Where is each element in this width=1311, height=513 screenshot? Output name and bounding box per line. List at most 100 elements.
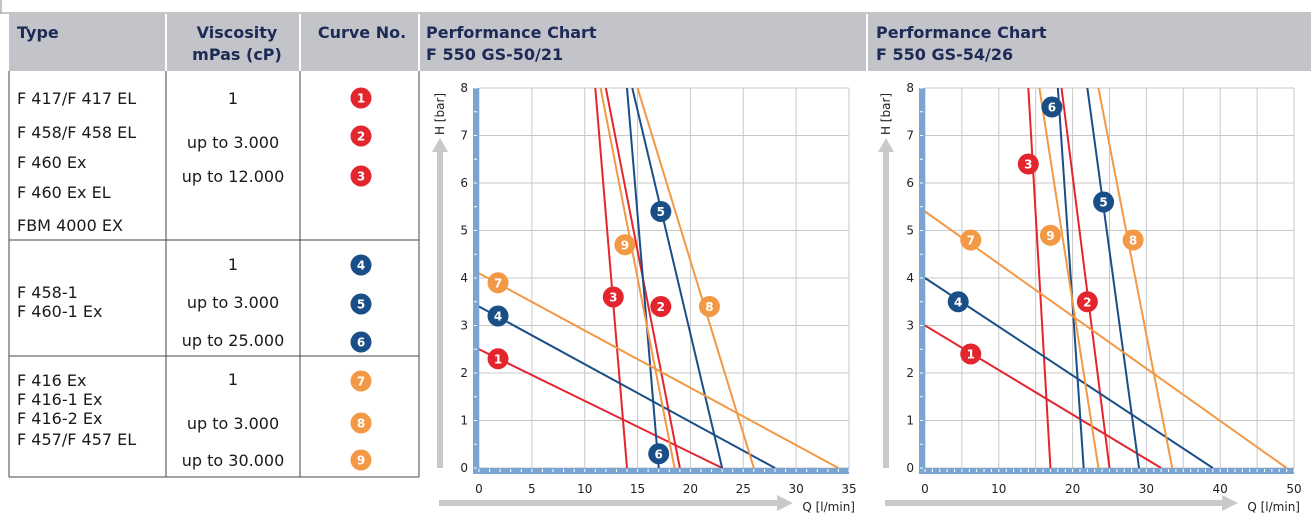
x-axis-label: Q [l/min] xyxy=(1247,500,1300,513)
x-tick-label: 0 xyxy=(475,482,483,496)
y-tick-label: 8 xyxy=(460,81,468,95)
curve-label-6-circle xyxy=(1041,96,1063,118)
curve-label-8-number: 8 xyxy=(1129,234,1137,248)
x-tick-label: 35 xyxy=(841,482,856,496)
curve-label-1-circle xyxy=(487,348,509,370)
y-tick-label: 6 xyxy=(460,176,468,190)
x-direction-arrow-shaft xyxy=(439,500,779,506)
curve-label-1-number: 1 xyxy=(494,352,502,366)
curve-label-9-circle xyxy=(614,234,636,256)
curve-label-4: 4 xyxy=(947,291,969,313)
curve-badge-4-number: 4 xyxy=(357,259,365,273)
curve-label-6-number: 6 xyxy=(1048,101,1056,115)
viscosity-cell: 1 xyxy=(228,255,238,274)
curve-badge-2-number: 2 xyxy=(357,130,365,144)
curve-label-2-circle xyxy=(1076,291,1098,313)
curve-badge-9-number: 9 xyxy=(357,454,365,468)
curve-label-5-number: 5 xyxy=(657,205,665,219)
curve-label-4-number: 4 xyxy=(494,310,502,324)
curve-badge-1-number: 1 xyxy=(357,92,365,106)
curve-badge-9-circle xyxy=(350,449,372,471)
curve-label-6: 6 xyxy=(648,443,670,465)
y-axis-label: H [bar] xyxy=(433,93,447,135)
x-tick-label: 30 xyxy=(789,482,804,496)
viscosity-cell: up to 25.000 xyxy=(182,331,285,350)
y-tick-label: 3 xyxy=(906,319,914,333)
curve-badge-8-number: 8 xyxy=(357,417,365,431)
y-axis-label: H [bar] xyxy=(879,93,893,135)
curve-label-5-number: 5 xyxy=(1099,196,1107,210)
spec-table: F 417/F 417 EL F 458/F 458 EL F 460 Ex F 46… xyxy=(8,71,420,478)
x-tick-label: 0 xyxy=(921,482,929,496)
curve-label-3-number: 3 xyxy=(1024,158,1032,172)
curve-badge-8: 8 xyxy=(350,412,372,434)
curve-line-6 xyxy=(1056,88,1085,468)
viscosity-cell: up to 3.000 xyxy=(187,133,279,152)
x-tick-label: 50 xyxy=(1286,482,1301,496)
type-cell: F 460 Ex xyxy=(17,153,87,172)
y-axis-bar xyxy=(473,88,479,474)
x-direction-arrow-shaft xyxy=(885,500,1224,506)
curve-badge-3-circle xyxy=(350,165,372,187)
curve-label-5: 5 xyxy=(650,201,672,222)
x-tick-label: 5 xyxy=(528,482,536,496)
chart1-subtitle: F 550 GS-50/21 xyxy=(426,45,563,64)
curve-label-5-circle xyxy=(1093,191,1115,213)
viscosity-cell: up to 3.000 xyxy=(187,293,279,312)
curve-line-4 xyxy=(479,305,776,468)
curve-label-7-circle xyxy=(960,229,982,251)
curve-label-9-number: 9 xyxy=(621,238,629,252)
curve-label-4-circle xyxy=(947,291,969,313)
curve-line-2 xyxy=(1060,88,1111,468)
curve-badge-6: 6 xyxy=(350,331,372,353)
x-axis-bar xyxy=(919,468,1294,474)
curve-label-6: 6 xyxy=(1041,96,1063,118)
viscosity-cell: up to 3.000 xyxy=(187,414,279,433)
header-type: Type xyxy=(17,23,59,42)
curve-badge-5-number: 5 xyxy=(357,298,365,312)
curve-label-4-number: 4 xyxy=(954,295,962,309)
curve-badge-5: 5 xyxy=(350,293,372,315)
curve-line-3 xyxy=(1027,88,1052,468)
type-cell: F 416-2 Ex xyxy=(17,409,102,428)
y-tick-label: 1 xyxy=(460,414,468,428)
curve-label-4: 4 xyxy=(487,305,509,327)
x-tick-label: 40 xyxy=(1213,482,1228,496)
type-cell: F 458/F 458 EL xyxy=(17,123,136,142)
y-tick-label: 4 xyxy=(460,271,468,285)
curve-badge-9: 9 xyxy=(350,449,372,471)
type-cell: F 458-1 xyxy=(17,283,78,302)
y-tick-label: 2 xyxy=(460,366,468,380)
x-tick-label: 30 xyxy=(1139,482,1154,496)
chart2-subtitle: F 550 GS-54/26 xyxy=(876,45,1013,64)
curve-label-1-circle xyxy=(960,343,982,365)
header-band xyxy=(9,14,1311,71)
y-tick-label: 3 xyxy=(460,319,468,333)
curve-label-6-number: 6 xyxy=(655,447,663,461)
curve-line-5 xyxy=(631,88,724,468)
chart1-title: Performance Chart xyxy=(426,23,597,42)
x-tick-label: 25 xyxy=(736,482,751,496)
x-tick-label: 10 xyxy=(577,482,592,496)
curve-line-7 xyxy=(925,210,1288,468)
curve-badge-7-circle xyxy=(350,370,372,392)
y-axis-bar xyxy=(919,88,925,474)
x-direction-arrow-head xyxy=(1222,495,1238,511)
y-tick-label: 7 xyxy=(906,129,914,143)
curve-label-2: 2 xyxy=(1076,291,1098,313)
type-cell: F 460-1 Ex xyxy=(17,302,102,321)
viscosity-cell: up to 30.000 xyxy=(182,451,285,470)
curve-label-2-number: 2 xyxy=(1083,295,1091,309)
curve-label-8: 8 xyxy=(1122,229,1144,251)
chart2-title: Performance Chart xyxy=(876,23,1047,42)
curve-line-9 xyxy=(1038,88,1100,468)
y-tick-label: 5 xyxy=(460,224,468,238)
y-tick-label: 6 xyxy=(906,176,914,190)
curve-label-7-number: 7 xyxy=(494,276,502,290)
x-tick-label: 20 xyxy=(1065,482,1080,496)
curve-label-2-circle xyxy=(650,296,672,317)
curve-label-7-circle xyxy=(487,272,509,294)
x-tick-label: 10 xyxy=(991,482,1006,496)
curve-badge-7: 7 xyxy=(350,370,372,392)
